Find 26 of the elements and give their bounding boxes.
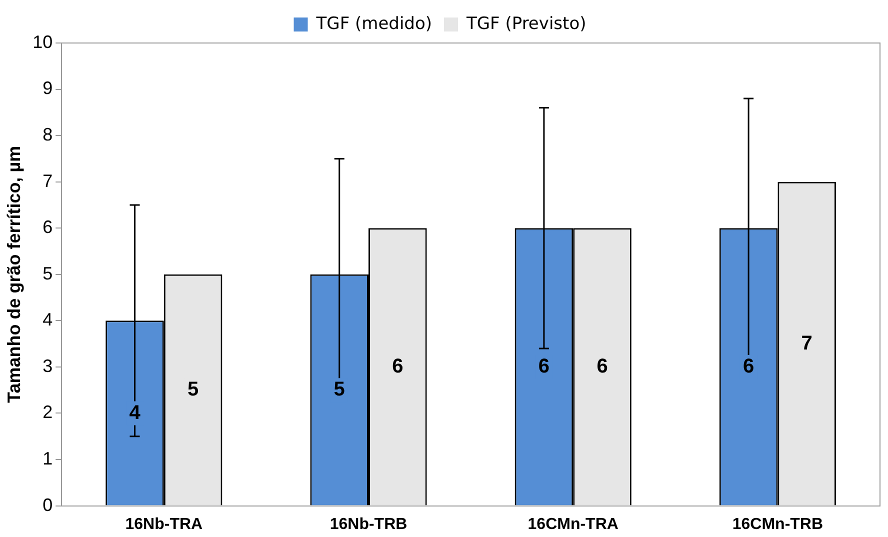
- x-tick-label: 16CMn-TRA: [528, 516, 619, 533]
- y-tick-label: 3: [42, 356, 53, 376]
- legend-label: TGF (medido): [315, 14, 432, 34]
- x-tick-label: 16Nb-TRB: [330, 516, 408, 533]
- y-tick-label: 8: [42, 124, 53, 145]
- data-label: 5: [188, 378, 199, 401]
- data-label: 6: [596, 355, 608, 378]
- data-label: 6: [538, 355, 550, 378]
- y-axis-title: Tamanho de grão ferrítico, µm: [4, 146, 24, 403]
- data-label: 5: [334, 378, 345, 401]
- data-label: 6: [392, 355, 404, 378]
- legend-label: TGF (Previsto): [465, 14, 586, 34]
- y-tick-label: 0: [42, 494, 53, 515]
- y-tick-label: 2: [42, 402, 53, 422]
- y-tick-label: 9: [42, 78, 53, 98]
- y-tick-label: 1: [42, 448, 53, 468]
- y-tick-label: 10: [32, 32, 53, 52]
- data-label: 7: [801, 332, 812, 354]
- data-label: 6: [742, 355, 754, 378]
- y-tick-label: 5: [42, 263, 53, 284]
- data-label: 4: [129, 402, 142, 424]
- x-tick-label: 16Nb-TRA: [125, 516, 204, 533]
- y-tick-label: 4: [42, 310, 53, 330]
- y-tick-label: 6: [42, 217, 53, 238]
- x-tick-label: 16CMn-TRB: [732, 516, 824, 533]
- y-tick-label: 7: [42, 170, 53, 191]
